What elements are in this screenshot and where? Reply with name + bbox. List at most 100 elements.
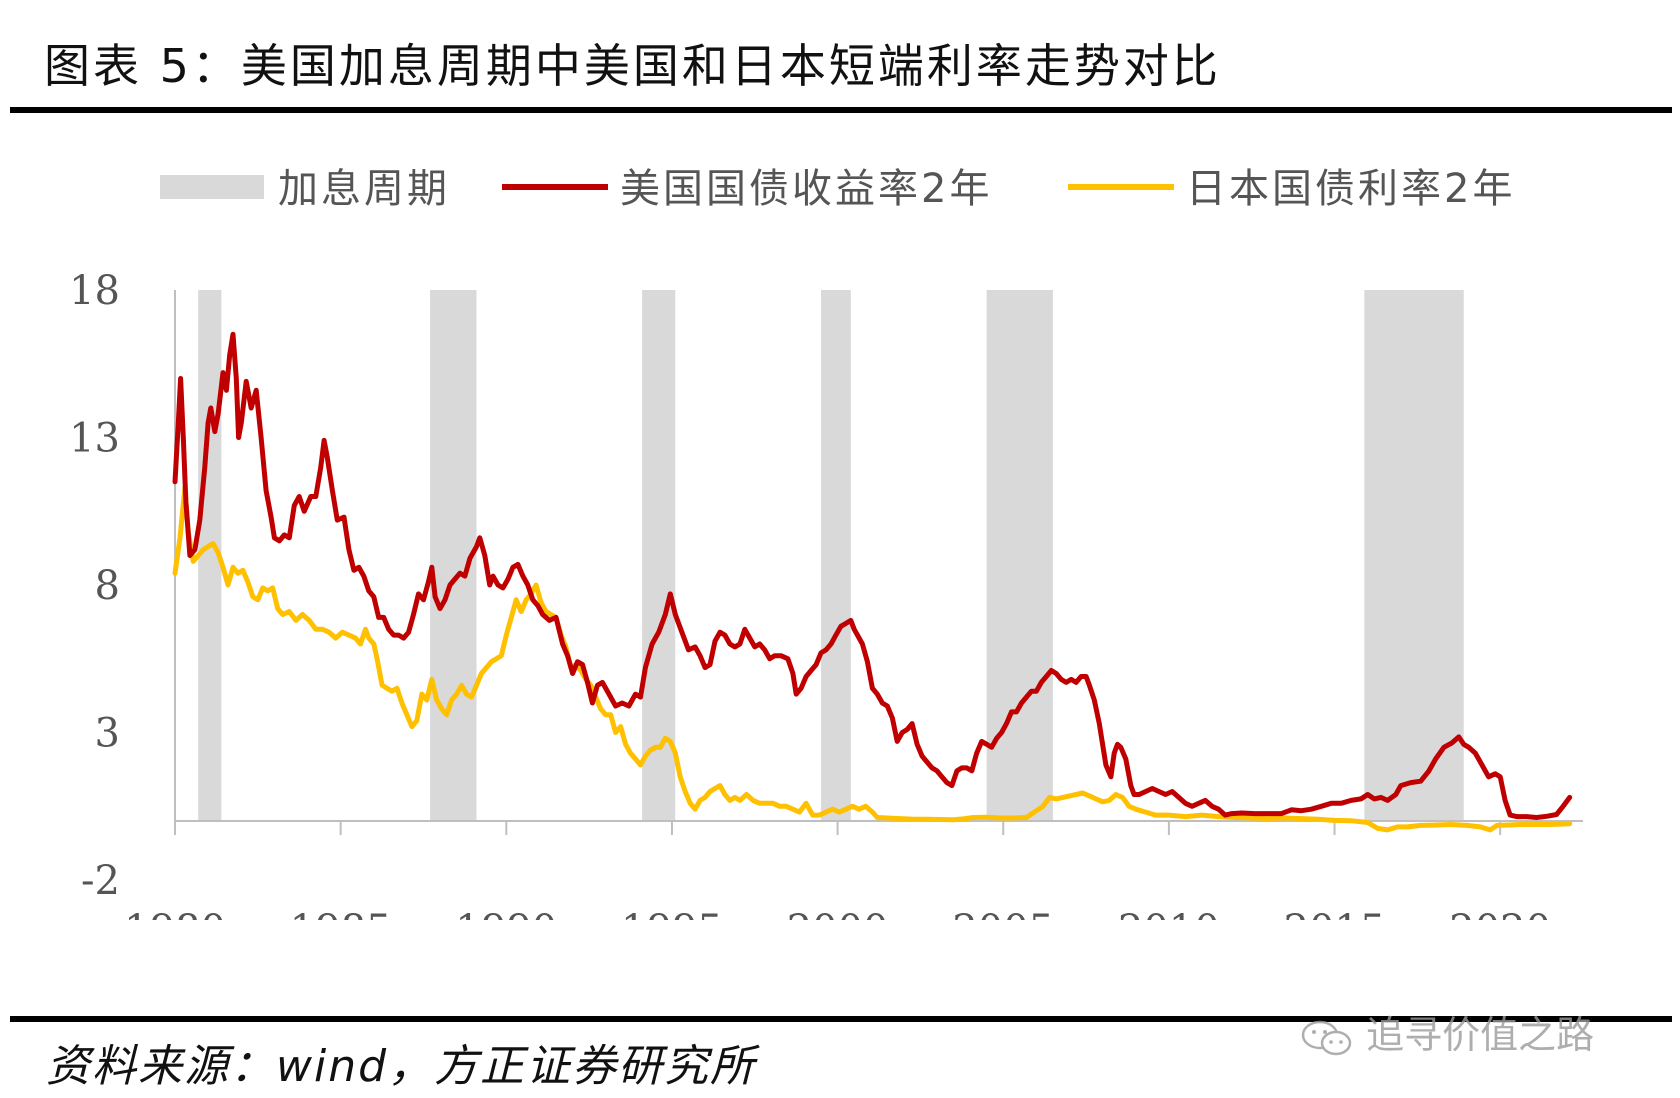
data-point-jp — [818, 814, 821, 817]
data-point-us — [1020, 702, 1023, 705]
data-point-us — [1427, 769, 1430, 772]
data-point-jp — [1095, 797, 1098, 800]
data-point-jp — [372, 643, 375, 646]
data-point-us — [352, 569, 355, 572]
data-point-jp — [1055, 797, 1058, 800]
data-point-us — [1442, 746, 1445, 749]
data-point-us — [1109, 775, 1112, 778]
data-point-us — [853, 628, 856, 631]
x-tick-label: 2015 — [1284, 907, 1386, 920]
data-point-us — [1116, 743, 1119, 746]
data-point-us — [861, 643, 864, 646]
data-point-jp — [1121, 796, 1124, 799]
data-point-us — [174, 480, 177, 483]
data-point-us — [1568, 796, 1571, 799]
data-point-us — [1025, 696, 1028, 699]
data-point-jp — [1466, 824, 1469, 827]
data-point-us — [232, 333, 235, 336]
data-point-us — [733, 645, 736, 648]
data-point-us — [497, 584, 500, 587]
data-point-us — [723, 634, 726, 637]
data-point-us — [1379, 796, 1382, 799]
data-point-us — [791, 672, 794, 675]
data-point-jp — [798, 811, 801, 814]
data-point-us — [444, 598, 447, 601]
data-point-jp — [535, 584, 538, 587]
x-tick-label: 2020 — [1449, 907, 1551, 920]
data-point-us — [213, 430, 216, 433]
data-point-jp — [1234, 816, 1237, 819]
data-point-us — [1409, 781, 1412, 784]
data-point-us — [1119, 746, 1122, 749]
data-point-jp — [1075, 793, 1078, 796]
data-point-us — [866, 660, 869, 663]
data-point-jp — [659, 746, 662, 749]
data-point-us — [738, 643, 741, 646]
data-point-jp — [669, 740, 672, 743]
data-point-us — [255, 389, 258, 392]
data-point-us — [502, 586, 505, 589]
data-point-us — [1320, 805, 1323, 808]
data-point-us — [303, 510, 306, 513]
data-point-jp — [1432, 824, 1435, 827]
data-point-us — [965, 766, 968, 769]
data-point-jp — [886, 817, 889, 820]
data-point-us — [699, 654, 702, 657]
data-point-us — [209, 407, 212, 410]
data-point-us — [541, 613, 544, 616]
y-tick-label: 3 — [95, 711, 120, 757]
data-point-us — [1290, 808, 1293, 811]
data-point-jp — [485, 666, 488, 669]
data-point-jp — [899, 817, 902, 820]
data-point-us — [1104, 764, 1107, 767]
data-point-us — [1451, 741, 1454, 744]
data-point-jp — [619, 725, 622, 728]
data-point-us — [463, 575, 466, 578]
data-point-jp — [791, 808, 794, 811]
data-point-jp — [738, 799, 741, 802]
data-point-us — [511, 566, 514, 569]
data-point-us — [483, 554, 486, 557]
data-point-jp — [733, 796, 736, 799]
data-point-jp — [858, 808, 861, 811]
data-point-us — [377, 616, 380, 619]
data-point-us — [1010, 710, 1013, 713]
data-point-jp — [525, 598, 528, 601]
data-point-us — [881, 702, 884, 705]
data-point-jp — [1035, 809, 1038, 812]
data-point-us — [1070, 678, 1073, 681]
data-point-us — [614, 705, 617, 708]
data-point-us — [664, 613, 667, 616]
data-point-us — [1509, 814, 1512, 817]
data-point-jp — [1184, 815, 1187, 818]
data-point-jp — [1134, 808, 1137, 811]
data-point-jp — [420, 693, 423, 696]
data-point-us — [886, 705, 889, 708]
data-point-us — [1050, 669, 1053, 672]
data-point-jp — [510, 616, 513, 619]
data-point-us — [1330, 802, 1333, 805]
data-point-us — [1101, 743, 1104, 746]
data-point-us — [1366, 793, 1369, 796]
data-point-us — [657, 631, 660, 634]
data-point-us — [397, 634, 400, 637]
data-point-jp — [1489, 828, 1492, 831]
data-point-us — [516, 563, 519, 566]
data-point-jp — [599, 707, 602, 710]
data-point-jp — [1088, 794, 1091, 797]
data-point-jp — [334, 637, 337, 640]
chart-series — [172, 331, 1573, 833]
data-point-jp — [207, 545, 210, 548]
data-point-us — [1124, 758, 1127, 761]
data-point-jp — [430, 678, 433, 681]
data-point-jp — [1267, 817, 1270, 820]
data-point-jp — [1376, 827, 1379, 830]
data-point-us — [876, 693, 879, 696]
data-point-us — [940, 775, 943, 778]
data-point-us — [1113, 752, 1116, 755]
data-point-jp — [227, 584, 230, 587]
data-point-us — [1240, 812, 1243, 815]
data-point-us — [343, 516, 346, 519]
data-point-jp — [1061, 796, 1064, 799]
y-tick-label: 13 — [69, 416, 120, 462]
